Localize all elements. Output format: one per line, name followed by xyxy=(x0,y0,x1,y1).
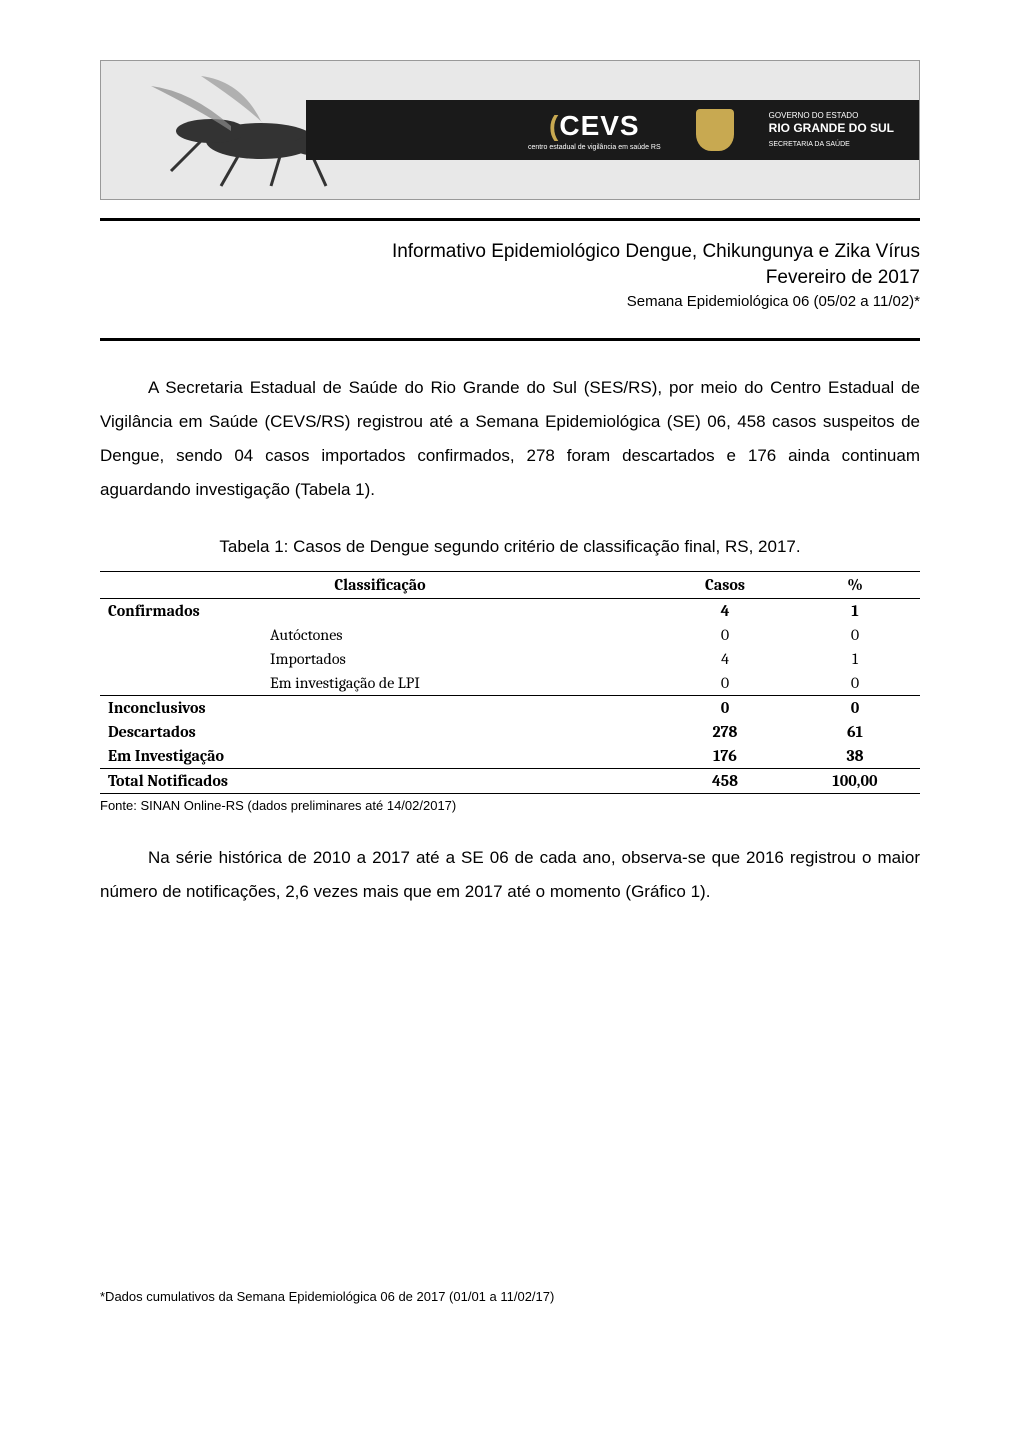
cevs-logo: (CEVS centro estadual de vigilância em s… xyxy=(528,110,661,151)
cell-label: Autóctones xyxy=(100,623,660,647)
cell-cases: 0 xyxy=(660,623,790,647)
cell-label: Em investigação de LPI xyxy=(100,671,660,696)
gov-line2: RIO GRANDE DO SUL xyxy=(769,121,894,137)
cell-pct: 38 xyxy=(790,744,920,769)
cell-label: Inconclusivos xyxy=(100,696,660,721)
cell-pct: 1 xyxy=(790,599,920,624)
table1-caption: Tabela 1: Casos de Dengue segundo critér… xyxy=(100,537,920,557)
shield-icon xyxy=(696,109,734,151)
row-confirmed: Confirmados 4 1 xyxy=(100,599,920,624)
row-investigation: Em Investigação 176 38 xyxy=(100,744,920,769)
cell-pct: 61 xyxy=(790,720,920,744)
divider-section xyxy=(100,338,920,341)
cevs-subtext: centro estadual de vigilância em saúde R… xyxy=(528,144,661,151)
th-class: Classificação xyxy=(100,572,660,599)
header-banner: (CEVS centro estadual de vigilância em s… xyxy=(100,60,920,200)
cell-pct: 0 xyxy=(790,696,920,721)
table1: Classificação Casos % Confirmados 4 1 Au… xyxy=(100,571,920,794)
cell-pct: 0 xyxy=(790,623,920,647)
cell-label: Em Investigação xyxy=(100,744,660,769)
divider-top xyxy=(100,218,920,221)
cell-cases: 176 xyxy=(660,744,790,769)
row-autochthonous: Autóctones 0 0 xyxy=(100,623,920,647)
row-inconclusive: Inconclusivos 0 0 xyxy=(100,696,920,721)
footnote: *Dados cumulativos da Semana Epidemiológ… xyxy=(100,1289,920,1304)
cevs-prefix: ( xyxy=(549,110,559,141)
row-imported: Importados 4 1 xyxy=(100,647,920,671)
th-pct: % xyxy=(790,572,920,599)
paragraph-1: A Secretaria Estadual de Saúde do Rio Gr… xyxy=(100,371,920,507)
cell-pct: 100,00 xyxy=(790,769,920,794)
paragraph-2: Na série histórica de 2010 a 2017 até a … xyxy=(100,841,920,909)
document-title: Informativo Epidemiológico Dengue, Chiku… xyxy=(100,241,920,263)
cell-cases: 4 xyxy=(660,599,790,624)
cell-pct: 1 xyxy=(790,647,920,671)
table1-source: Fonte: SINAN Online-RS (dados preliminar… xyxy=(100,798,920,813)
gov-line3: SECRETARIA DA SAÚDE xyxy=(769,140,894,149)
gov-line1: GOVERNO DO ESTADO xyxy=(769,111,894,121)
gov-logo: GOVERNO DO ESTADO RIO GRANDE DO SUL SECR… xyxy=(769,111,894,149)
document-subtitle: Fevereiro de 2017 xyxy=(100,267,920,289)
cell-label: Descartados xyxy=(100,720,660,744)
cell-cases: 0 xyxy=(660,696,790,721)
row-lpi: Em investigação de LPI 0 0 xyxy=(100,671,920,696)
cell-pct: 0 xyxy=(790,671,920,696)
cell-label: Confirmados xyxy=(100,599,660,624)
row-total: Total Notificados 458 100,00 xyxy=(100,769,920,794)
logo-stripe: (CEVS centro estadual de vigilância em s… xyxy=(306,100,920,160)
th-cases: Casos xyxy=(660,572,790,599)
cell-cases: 458 xyxy=(660,769,790,794)
cell-cases: 0 xyxy=(660,671,790,696)
cell-label: Total Notificados xyxy=(100,769,660,794)
table1-header-row: Classificação Casos % xyxy=(100,572,920,599)
cell-cases: 4 xyxy=(660,647,790,671)
document-week: Semana Epidemiológica 06 (05/02 a 11/02)… xyxy=(100,293,920,310)
cell-label: Importados xyxy=(100,647,660,671)
row-discarded: Descartados 278 61 xyxy=(100,720,920,744)
cell-cases: 278 xyxy=(660,720,790,744)
cevs-name: CEVS xyxy=(559,110,639,141)
